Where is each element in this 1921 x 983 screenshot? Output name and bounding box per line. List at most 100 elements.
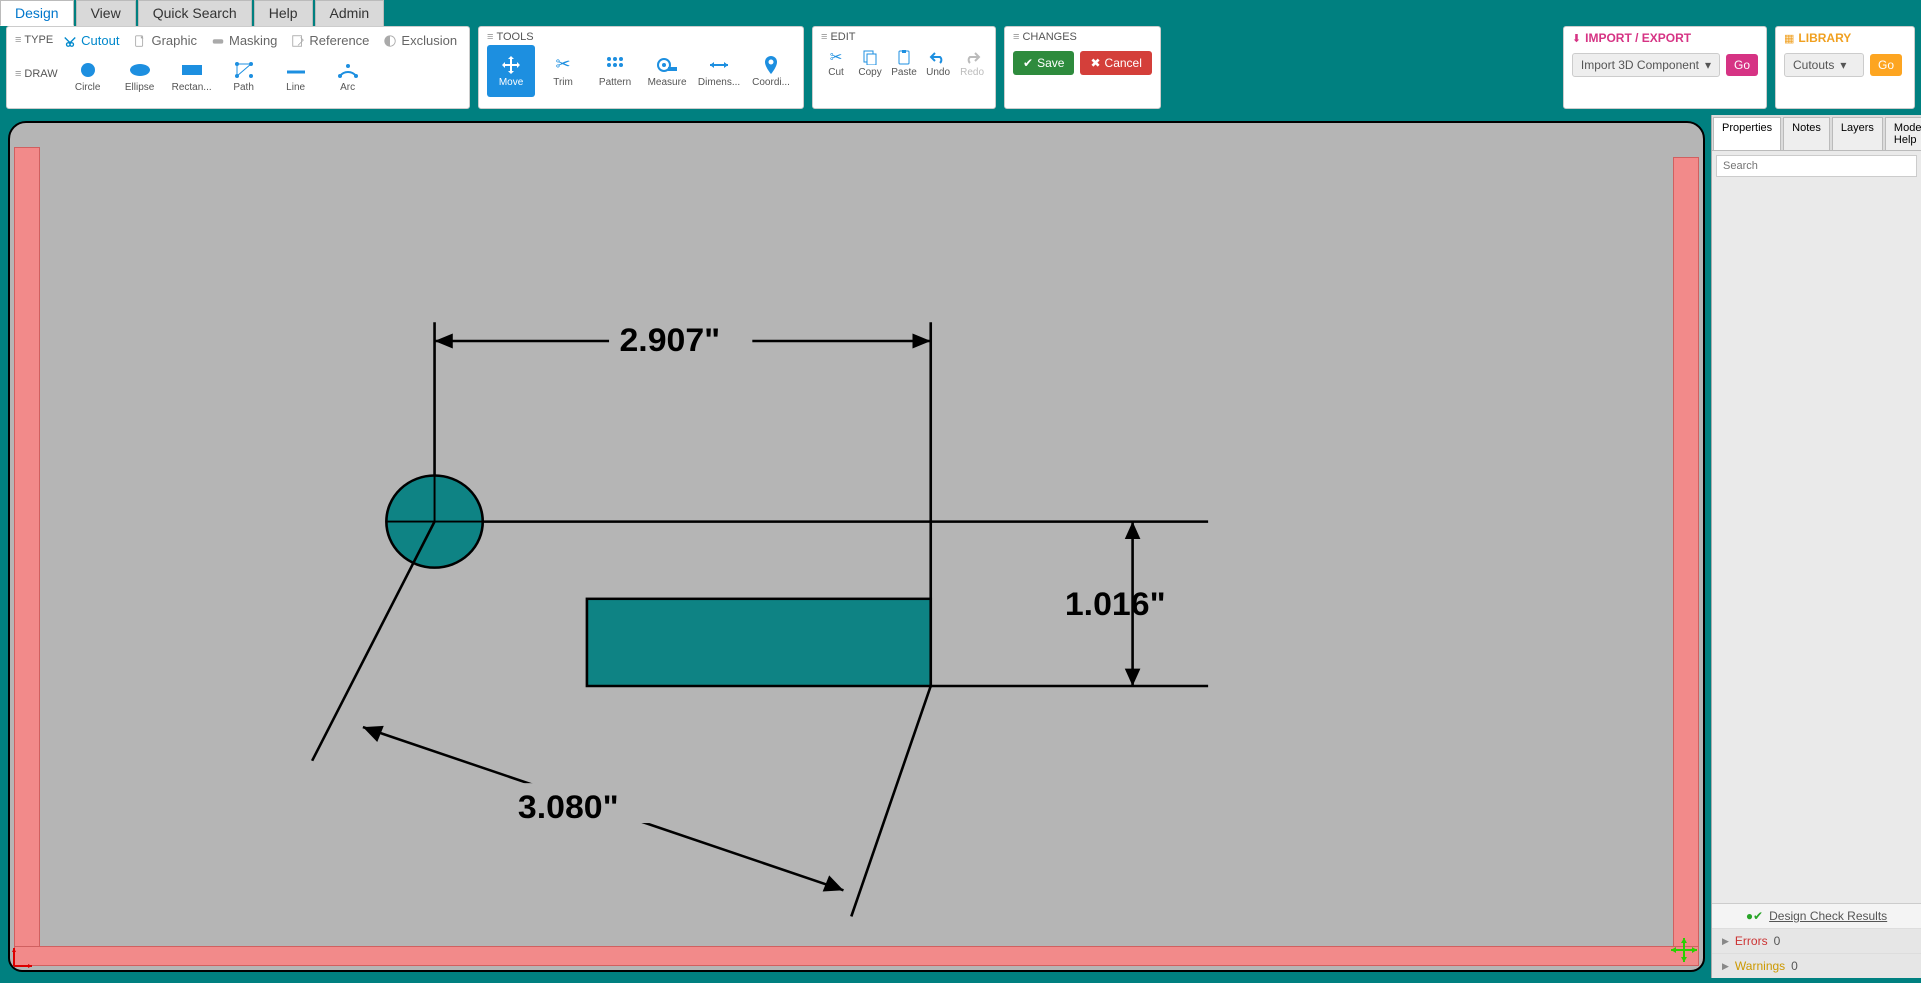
edit-title: ≡EDIT: [821, 31, 987, 43]
tools-title: ≡TOOLS: [487, 31, 795, 43]
save-button[interactable]: ✔Save: [1013, 51, 1074, 75]
tab-admin[interactable]: Admin: [315, 0, 385, 26]
check-icon: ✔: [1023, 56, 1033, 70]
path-icon: [232, 60, 256, 80]
type-reference[interactable]: Reference: [287, 31, 373, 50]
library-select[interactable]: Cutouts▾: [1784, 53, 1864, 77]
panel-type-draw: ≡TYPE Cutout Graphic Masking Reference E…: [6, 26, 470, 109]
panel-import-export: ⬇IMPORT / EXPORT Import 3D Component▾ Go: [1563, 26, 1767, 109]
design-check-section: ●✔ Design Check Results ▶ Errors 0 ▶ War…: [1712, 903, 1921, 978]
library-title: ▦LIBRARY: [1784, 31, 1906, 45]
expand-icon: ▶: [1722, 936, 1729, 947]
rectangle-icon: [180, 60, 204, 80]
canvas-wrap: 2.907" 1.016": [0, 115, 1711, 978]
type-masking[interactable]: Masking: [207, 31, 281, 50]
edit-copy[interactable]: Copy: [855, 45, 885, 93]
cutout-icon: [63, 34, 77, 48]
main-area: 2.907" 1.016": [0, 115, 1921, 978]
chevron-down-icon: ▾: [1840, 58, 1846, 72]
tool-coordinates[interactable]: Coordi...: [747, 45, 795, 97]
move-icon: [499, 55, 523, 75]
design-check-header[interactable]: ●✔ Design Check Results: [1712, 904, 1921, 928]
edit-undo[interactable]: Undo: [923, 45, 953, 93]
side-panel-tabs: Properties Notes Layers Mode Help: [1712, 115, 1921, 151]
arc-icon: [336, 60, 360, 80]
line-icon: [284, 60, 308, 80]
expand-icon: ▶: [1722, 961, 1729, 972]
panel-library: ▦LIBRARY Cutouts▾ Go: [1775, 26, 1915, 109]
pin-icon: [759, 55, 783, 75]
tool-move[interactable]: Move: [487, 45, 535, 97]
import-go-button[interactable]: Go: [1726, 54, 1758, 76]
undo-icon: [929, 47, 947, 67]
tape-icon: [655, 55, 679, 75]
type-graphic[interactable]: Graphic: [129, 31, 201, 50]
type-title: ≡TYPE: [15, 34, 53, 46]
side-panel-body: [1712, 181, 1921, 903]
download-icon: ⬇: [1572, 32, 1581, 45]
import-select[interactable]: Import 3D Component▾: [1572, 53, 1720, 77]
masking-icon: [211, 34, 225, 48]
design-check-link[interactable]: Design Check Results: [1769, 909, 1887, 923]
grid-icon: ▦: [1784, 32, 1794, 45]
draw-path[interactable]: Path: [220, 50, 268, 102]
draw-title: ≡DRAW: [15, 68, 58, 80]
tab-help[interactable]: Help: [254, 0, 313, 26]
redo-icon: [963, 47, 981, 67]
ellipse-icon: [128, 60, 152, 80]
edit-redo[interactable]: Redo: [957, 45, 987, 93]
scissors-icon: ✂: [551, 55, 575, 75]
shape-rectangle: [587, 599, 931, 686]
x-icon: ✖: [1090, 56, 1100, 70]
sp-tab-properties[interactable]: Properties: [1713, 117, 1781, 150]
sp-tab-layers[interactable]: Layers: [1832, 117, 1883, 150]
tab-view[interactable]: View: [76, 0, 136, 26]
chevron-down-icon: ▾: [1705, 58, 1711, 72]
type-exclusion[interactable]: Exclusion: [379, 31, 461, 50]
panel-edit: ≡EDIT ✂Cut Copy Paste Undo Redo: [812, 26, 996, 109]
sp-tab-mode-help[interactable]: Mode Help: [1885, 117, 1921, 150]
draw-ellipse[interactable]: Ellipse: [116, 50, 164, 102]
check-circle-icon: ●✔: [1746, 909, 1763, 923]
dimension-icon: [707, 55, 731, 75]
side-panel-search[interactable]: [1716, 155, 1917, 177]
reference-icon: [291, 34, 305, 48]
main-tabbar: Design View Quick Search Help Admin: [0, 0, 1921, 26]
library-go-button[interactable]: Go: [1870, 54, 1902, 76]
dim-h-label: 2.907": [619, 323, 720, 359]
cut-icon: ✂: [830, 47, 843, 67]
changes-title: ≡CHANGES: [1013, 31, 1152, 43]
tab-quick-search[interactable]: Quick Search: [138, 0, 252, 26]
cancel-button[interactable]: ✖Cancel: [1080, 51, 1151, 75]
drawing-layer: 2.907" 1.016": [10, 123, 1703, 970]
exclusion-icon: [383, 34, 397, 48]
paste-icon: [896, 47, 912, 67]
draw-arc[interactable]: Arc: [324, 50, 372, 102]
origin-bottom-left: [12, 946, 34, 968]
tool-trim[interactable]: ✂Trim: [539, 45, 587, 97]
type-cutout[interactable]: Cutout: [59, 31, 123, 50]
draw-rectangle[interactable]: Rectan...: [168, 50, 216, 102]
draw-circle[interactable]: Circle: [64, 50, 112, 102]
pattern-icon: [603, 55, 627, 75]
design-canvas[interactable]: 2.907" 1.016": [8, 121, 1705, 972]
panel-tools: ≡TOOLS Move ✂Trim Pattern Measure Dimens…: [478, 26, 804, 109]
copy-icon: [862, 47, 878, 67]
dim-v-label: 1.016": [1065, 587, 1166, 623]
panel-changes: ≡CHANGES ✔Save ✖Cancel: [1004, 26, 1161, 109]
tool-pattern[interactable]: Pattern: [591, 45, 639, 97]
side-panel: Properties Notes Layers Mode Help ●✔ Des…: [1711, 115, 1921, 978]
tool-dimension[interactable]: Dimens...: [695, 45, 743, 97]
edit-cut[interactable]: ✂Cut: [821, 45, 851, 93]
warnings-row[interactable]: ▶ Warnings 0: [1712, 953, 1921, 978]
tab-design[interactable]: Design: [0, 0, 74, 26]
import-export-title: ⬇IMPORT / EXPORT: [1572, 31, 1758, 45]
dim-diag-label: 3.080": [518, 790, 619, 826]
tool-measure[interactable]: Measure: [643, 45, 691, 97]
errors-row[interactable]: ▶ Errors 0: [1712, 928, 1921, 953]
sp-tab-notes[interactable]: Notes: [1783, 117, 1830, 150]
circle-icon: [76, 60, 100, 80]
graphic-icon: [133, 34, 147, 48]
draw-line[interactable]: Line: [272, 50, 320, 102]
edit-paste[interactable]: Paste: [889, 45, 919, 93]
